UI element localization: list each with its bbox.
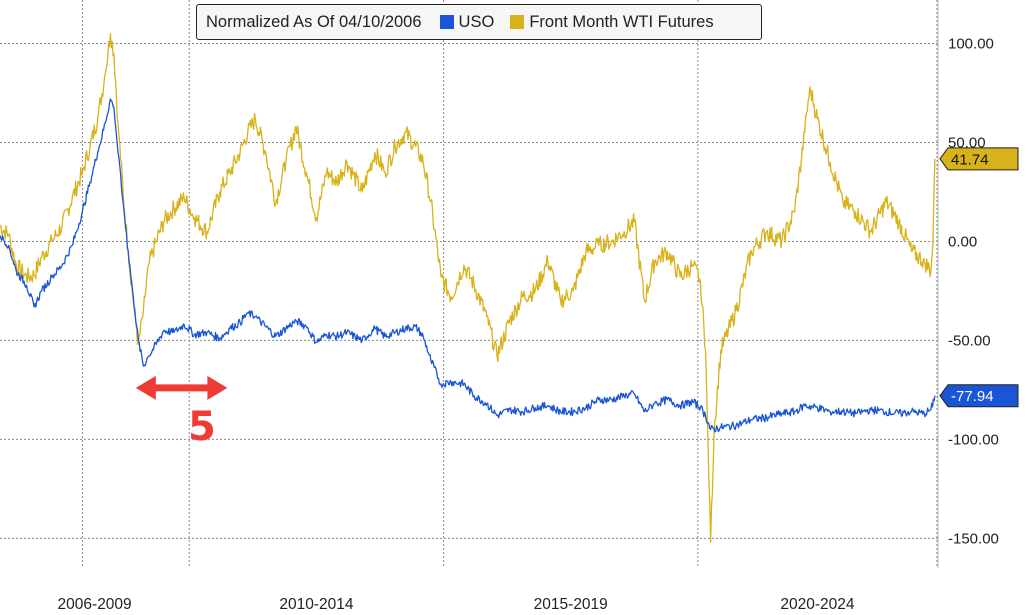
- legend-item-uso: USO: [439, 12, 495, 32]
- last-value-tag-wti: [939, 147, 1019, 171]
- last-value-tag-uso: [939, 384, 1019, 408]
- series-line-uso: [0, 98, 936, 433]
- y-tick-label: -50.00: [948, 332, 991, 349]
- legend-item-wti: Front Month WTI Futures: [510, 12, 714, 32]
- legend-title: Normalized As Of 04/10/2006: [206, 12, 422, 31]
- chart-series: [0, 32, 936, 543]
- legend-label-uso: USO: [458, 12, 495, 31]
- annotation-label: 5: [188, 404, 216, 450]
- last-value-label-uso: -77.94: [951, 388, 994, 405]
- arrow-head-right: [207, 375, 228, 400]
- arrow-head-left: [135, 375, 156, 400]
- y-tick-label: 100.00: [948, 36, 994, 53]
- last-value-label-wti: 41.74: [951, 151, 989, 168]
- y-tick-label: 0.00: [948, 233, 977, 250]
- x-axis-labels: 2006-2009 2010-2014 2015-2019 2020-2024: [58, 596, 855, 613]
- legend: Normalized As Of 04/10/2006 USO Front Mo…: [196, 4, 762, 40]
- series-line-wti: [0, 32, 936, 543]
- last-value-tags: -77.94 41.74: [939, 147, 1019, 408]
- legend-swatch-wti: [510, 15, 525, 29]
- x-tick-label: 2006-2009: [58, 596, 132, 613]
- y-tick-label: -100.00: [948, 431, 999, 448]
- chart-grid: [0, 0, 939, 568]
- x-tick-label: 2020-2024: [780, 596, 855, 613]
- annotation-arrow: [135, 375, 228, 400]
- x-tick-label: 2010-2014: [279, 596, 354, 613]
- y-axis-labels: 100.00 50.00 0.00 -50.00 -100.00 -150.00: [948, 36, 999, 548]
- legend-swatch-uso: [439, 15, 454, 29]
- y-tick-label: -150.00: [948, 530, 999, 547]
- x-tick-label: 2015-2019: [534, 596, 608, 613]
- y-tick-label: 50.00: [948, 134, 986, 151]
- legend-label-wti: Front Month WTI Futures: [529, 12, 714, 31]
